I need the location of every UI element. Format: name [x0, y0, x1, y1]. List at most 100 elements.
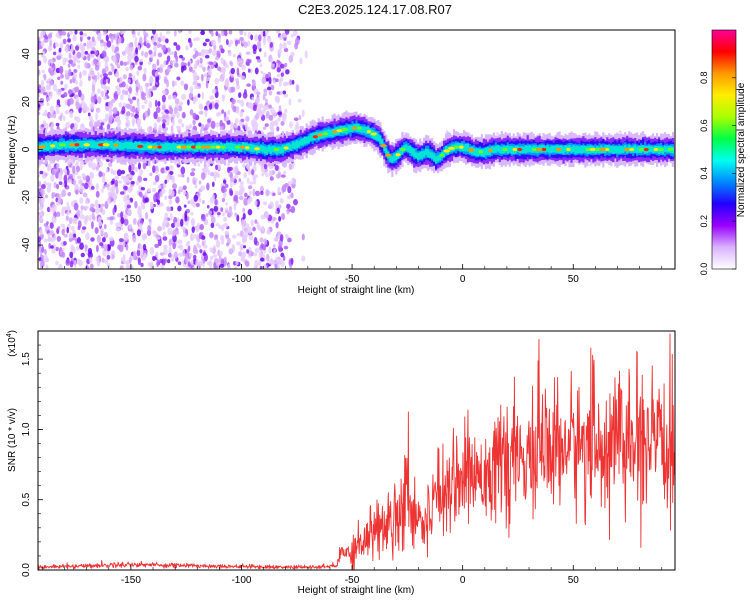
spectrogram-y-tick-label: 40 — [21, 48, 32, 60]
spectrogram-noise-point — [193, 180, 197, 185]
spectrogram-noise-point — [66, 159, 70, 166]
spectrogram-ridge-cell — [156, 144, 159, 152]
spectrogram-noise-point — [152, 181, 157, 186]
spectrogram-noise-point — [245, 163, 250, 169]
spectrogram-noise-point — [289, 79, 293, 86]
spectrogram-noise-point — [285, 81, 290, 86]
spectrogram-noise-point — [67, 89, 73, 95]
spectrogram-noise-point — [250, 34, 254, 41]
spectrogram-noise-point — [76, 246, 80, 251]
spectrogram-hotspot — [157, 145, 162, 149]
spectrogram-noise-point — [247, 226, 252, 234]
spectrogram-noise-point — [261, 76, 267, 85]
spectrogram-noise-point — [152, 255, 156, 262]
spectrogram-noise-point — [153, 51, 157, 57]
spectrogram-noise-point — [197, 162, 201, 167]
spectrogram-noise-point — [63, 180, 68, 188]
spectrogram-ridge-cell — [164, 142, 167, 151]
spectrogram-noise-point — [281, 184, 287, 193]
spectrogram-noise-point — [100, 227, 104, 236]
spectrogram-ridge-cell — [433, 153, 436, 161]
spectrogram-noise-point — [96, 120, 101, 127]
spectrogram-noise-point — [96, 260, 101, 267]
spectrogram-noise-point — [277, 117, 281, 122]
spectrogram-noise-point — [84, 50, 89, 55]
spectrogram-noise-point — [204, 166, 209, 173]
spectrogram-noise-point — [148, 76, 154, 84]
spectrogram-ridge-cell — [490, 146, 493, 153]
spectrogram-noise-point — [274, 164, 279, 171]
spectrogram-noise-point — [162, 236, 168, 241]
spectrogram-noise-point — [122, 50, 127, 57]
spectrogram-noise-point — [190, 259, 194, 266]
spectrogram-noise-point — [184, 255, 189, 264]
spectrogram-ridge-cell — [229, 142, 233, 151]
spectrogram-hotspot — [356, 126, 362, 130]
spectrogram-noise-point — [119, 76, 123, 84]
spectrogram-noise-point — [58, 172, 63, 181]
snr-x-tick-label: -50 — [345, 575, 360, 586]
spectrogram-hotspot — [341, 128, 349, 132]
spectrogram-noise-point — [94, 208, 100, 214]
spectrogram-noise-point — [145, 211, 149, 220]
spectrogram-noise-point — [265, 77, 270, 82]
spectrogram-noise-point — [64, 83, 68, 90]
spectrogram-noise-point — [216, 50, 221, 57]
spectrogram-noise-point — [69, 48, 74, 53]
spectrogram-noise-point — [198, 244, 202, 249]
snr-x-ticks: -150 -100 -50 0 50 — [42, 565, 663, 586]
spectrogram-noise-point — [81, 226, 87, 231]
spectrogram-noise-point — [79, 31, 84, 36]
spectrogram-hotspot — [195, 145, 203, 149]
spectrogram-ridge-cell — [349, 125, 352, 132]
spectrogram-noise-point — [137, 31, 141, 37]
spectrogram-noise-point — [223, 179, 227, 185]
spectrogram-noise-point — [128, 59, 132, 65]
spectrogram-ridge-cell — [44, 141, 48, 151]
spectrogram-noise-point — [163, 59, 167, 67]
spectrogram-noise-point — [265, 110, 270, 119]
spectrogram-noise-point — [173, 30, 177, 37]
spectrogram-ridge-cell — [484, 147, 487, 156]
spectrogram-noise-point — [58, 66, 64, 75]
spectrogram-noise-point — [277, 258, 283, 265]
spectrogram-noise-point — [292, 30, 298, 37]
spectrogram-noise-point — [128, 164, 132, 173]
spectrogram-noise-point — [65, 121, 70, 129]
spectrogram-noise-point — [101, 187, 104, 194]
spectrogram-noise-point — [151, 63, 157, 70]
spectrogram-noise-point — [91, 84, 96, 93]
spectrogram-noise-point — [82, 70, 87, 76]
spectrogram-noise-point — [223, 223, 229, 228]
spectrogram-noise-point — [88, 40, 94, 49]
spectrogram-ridge-cell — [550, 145, 553, 153]
spectrogram-noise-point — [99, 242, 104, 247]
spectrogram-noise-point — [287, 185, 292, 194]
spectrogram-noise-point — [181, 173, 185, 178]
spectrogram-noise-point — [68, 179, 73, 184]
spectrogram-noise-point — [230, 61, 234, 67]
spectrogram-ridge-cell — [391, 155, 394, 163]
spectrogram-noise-point — [111, 250, 116, 256]
spectrogram-noise-point — [83, 218, 88, 225]
spectrogram-noise-point — [196, 222, 201, 231]
spectrogram-noise-point — [186, 191, 189, 200]
spectrogram-ridge-cell — [92, 140, 95, 149]
spectrogram-noise-point — [198, 180, 202, 185]
spectrogram-noise-point — [147, 108, 151, 117]
spectrogram-noise-point — [123, 218, 129, 226]
spectrogram-noise-point — [132, 218, 137, 225]
spectrogram-noise-point — [252, 226, 256, 232]
spectrogram-noise-point — [65, 259, 71, 266]
spectrogram-noise-point — [262, 94, 266, 101]
spectrogram-noise-point — [233, 123, 238, 129]
spectrogram-noise-point — [280, 72, 284, 77]
spectrogram-ridge-cell — [612, 146, 615, 155]
spectrogram-noise-point — [252, 252, 258, 257]
spectrogram-ridge-cell — [174, 143, 177, 151]
spectrogram-noise-point — [112, 33, 116, 39]
spectrogram-noise-point — [238, 92, 242, 99]
spectrogram-ridge-cell — [124, 141, 127, 148]
spectrogram-noise-point — [39, 86, 44, 94]
spectrogram-noise-point — [259, 237, 264, 243]
